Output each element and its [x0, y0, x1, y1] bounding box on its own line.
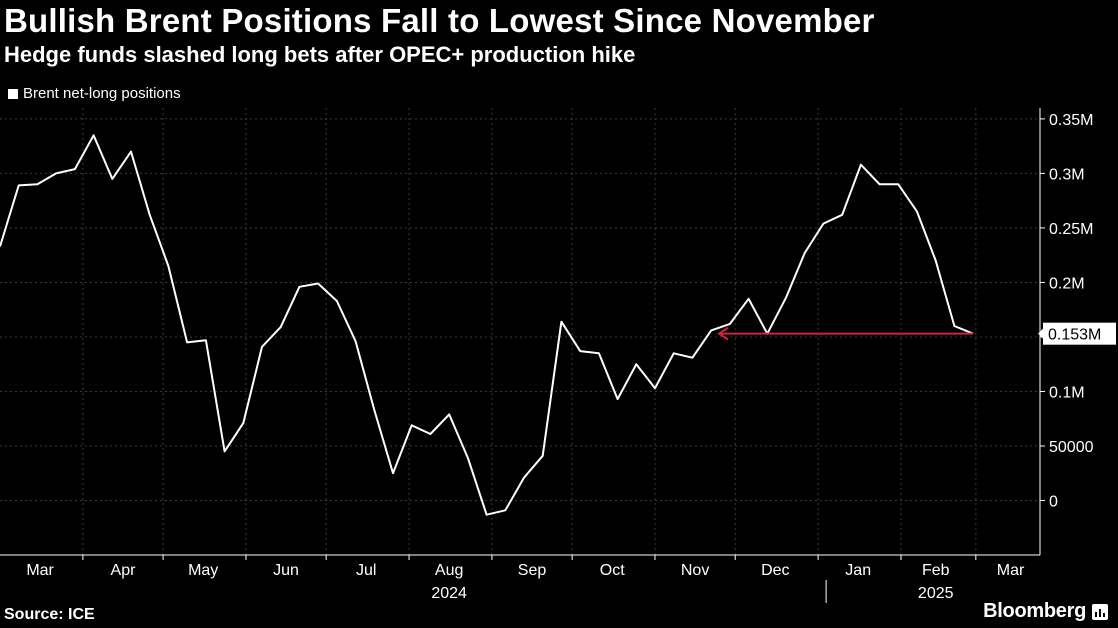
x-month-label: Aug [435, 562, 463, 579]
x-year-label: 2025 [918, 585, 954, 602]
x-month-label: Nov [681, 562, 709, 579]
y-tick-label: 0.35M [1049, 112, 1093, 129]
bloomberg-chart-icon [1092, 603, 1108, 620]
x-month-label: Apr [111, 562, 137, 579]
x-month-label: May [188, 562, 218, 579]
y-tick-label: 50000 [1049, 439, 1094, 456]
source-note: Source: ICE [4, 606, 95, 623]
x-month-label: Sep [518, 562, 547, 579]
x-month-label: Jun [273, 562, 299, 579]
x-year-label: 2024 [431, 585, 467, 602]
chart-subtitle: Hedge funds slashed long bets after OPEC… [4, 42, 636, 67]
bloomberg-logo: Bloomberg [983, 600, 1108, 623]
series-layer [0, 134, 974, 516]
brand-name: Bloomberg [983, 600, 1086, 622]
value-label-box [1043, 322, 1116, 345]
y-tick-label: 0.2M [1049, 275, 1085, 292]
legend-label: Brent net-long positions [23, 85, 181, 102]
grid [0, 108, 1040, 555]
legend: Brent net-long positions [8, 85, 181, 102]
y-axis: 0.35M 0.3M 0.25M 0.2M 0.1M 50000 0 [1039, 108, 1094, 555]
y-tick-label: 0.1M [1049, 384, 1085, 401]
y-tick-label: 0 [1049, 493, 1058, 510]
series-line [0, 134, 974, 516]
x-month-label: Feb [922, 562, 950, 579]
x-month-label: Oct [600, 562, 625, 579]
value-label: 0.153M [1048, 327, 1101, 344]
x-month-label: Jul [356, 562, 376, 579]
x-month-label: Dec [761, 562, 789, 579]
y-tick-label: 0.25M [1049, 221, 1093, 238]
x-month-label: Mar [997, 562, 1025, 579]
x-month-label: Jan [845, 562, 871, 579]
chart-title: Bullish Brent Positions Fall to Lowest S… [4, 2, 875, 39]
annotation-layer: 0.153M [717, 322, 1116, 345]
x-axis: Mar Apr May Jun Jul Aug Sep Oct Nov Dec Jan Feb Mar 2… [0, 554, 1040, 603]
annotation-arrow-head [717, 326, 729, 341]
y-tick-label: 0.3M [1049, 166, 1085, 183]
x-month-label: Mar [26, 562, 54, 579]
value-label-pointer [1038, 328, 1043, 339]
legend-swatch [8, 88, 18, 99]
